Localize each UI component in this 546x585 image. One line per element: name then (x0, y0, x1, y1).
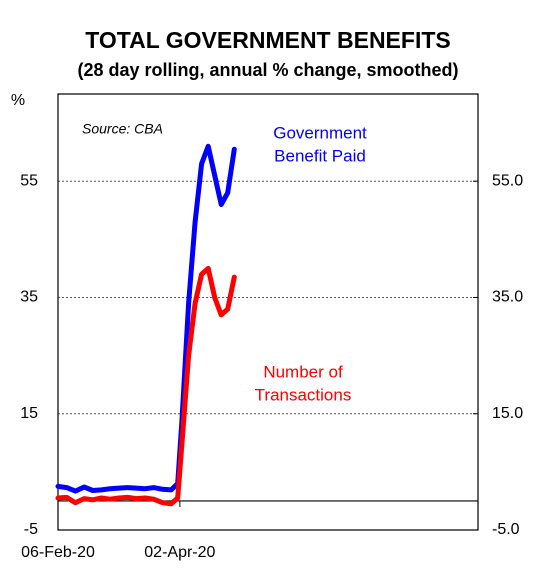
y2-tick-label: 15.0 (492, 405, 523, 422)
series-line (55, 143, 237, 494)
x-tick-label: 06-Feb-20 (21, 544, 95, 561)
y2-tick-label: -5.0 (492, 521, 520, 538)
series-label: Benefit Paid (274, 146, 366, 165)
y-tick-label: 55 (20, 172, 38, 189)
chart-subtitle: (28 day rolling, annual % change, smooth… (77, 60, 458, 80)
x-tick-label: 02-Apr-20 (144, 544, 215, 561)
y2-tick-label: 55.0 (492, 172, 523, 189)
chart-title: TOTAL GOVERNMENT BENEFITS (85, 27, 450, 53)
plot-frame (57, 93, 479, 531)
y2-tick-label: 35.0 (492, 289, 523, 306)
series-label: Government (273, 123, 367, 142)
y-tick-label: -5 (24, 521, 38, 538)
series-line (55, 265, 237, 507)
y-axis-label: % (11, 92, 25, 109)
y-tick-label: 35 (20, 289, 38, 306)
series-label: Number of (263, 362, 343, 381)
y-tick-label: 15 (20, 405, 38, 422)
series-label: Transactions (255, 385, 352, 404)
source-note: Source: CBA (82, 121, 163, 137)
